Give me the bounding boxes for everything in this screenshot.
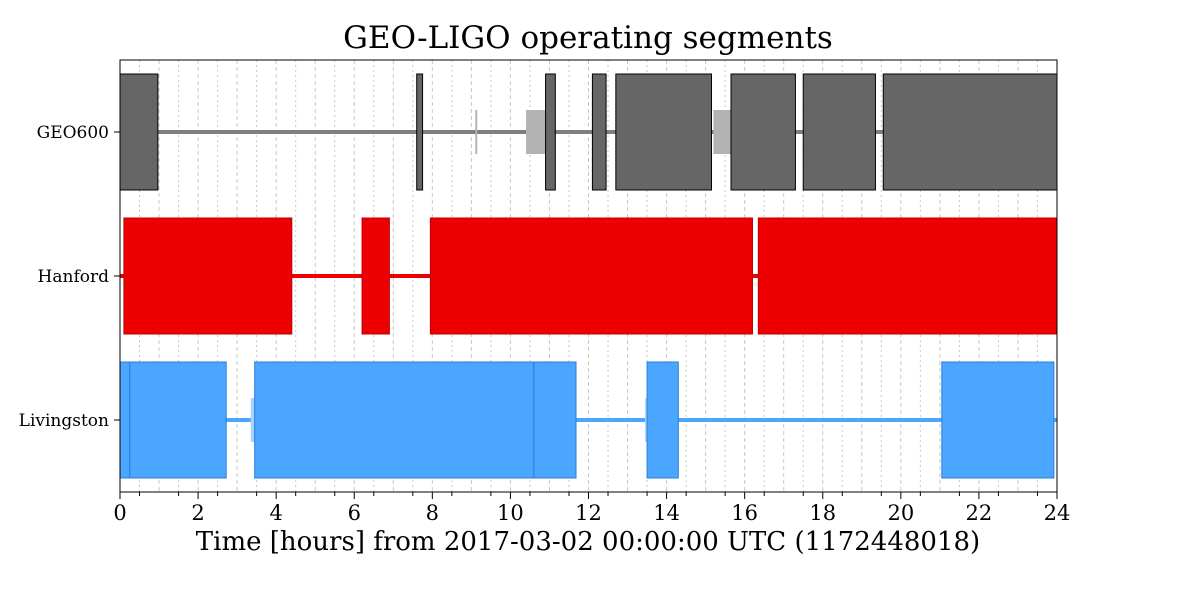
- active-segment: [730, 73, 796, 191]
- active-segment: [591, 73, 607, 191]
- x-tick-label: 0: [113, 501, 126, 525]
- x-tick-label: 22: [966, 501, 993, 525]
- active-segment: [416, 73, 424, 191]
- x-tick-label: 20: [887, 501, 914, 525]
- row-label: Livingston: [19, 411, 109, 431]
- x-axis-label: Time [hours] from 2017-03-02 00:00:00 UT…: [196, 527, 980, 557]
- x-tick-label: 2: [191, 501, 204, 525]
- row-hanford: Hanford: [38, 217, 1058, 335]
- active-segment: [757, 217, 1058, 335]
- active-segment: [119, 361, 131, 479]
- active-segment: [129, 361, 227, 479]
- known-segment: [120, 418, 1057, 422]
- chart-title: GEO-LIGO operating segments: [343, 20, 833, 56]
- x-tick-label: 6: [348, 501, 361, 525]
- active-segment: [646, 361, 679, 479]
- active-segment: [123, 217, 293, 335]
- partial-segment: [250, 398, 255, 442]
- x-tick-label: 4: [269, 501, 282, 525]
- partial-segment: [713, 110, 732, 154]
- x-tick-label: 24: [1044, 501, 1071, 525]
- rows-layer: GEO600 Hanford Livingston: [19, 73, 1058, 479]
- active-segment: [615, 73, 712, 191]
- active-segment: [429, 217, 753, 335]
- active-segment: [533, 361, 577, 479]
- active-segment: [254, 361, 535, 479]
- partial-segment: [526, 110, 546, 154]
- x-tick-label: 10: [497, 501, 524, 525]
- active-segment: [802, 73, 876, 191]
- active-segment: [882, 73, 1058, 191]
- x-tick-label: 12: [575, 501, 602, 525]
- known-segment: [120, 130, 1057, 134]
- x-tick-label: 16: [731, 501, 758, 525]
- active-segment: [361, 217, 390, 335]
- x-tick-label: 18: [809, 501, 836, 525]
- row-livingston: Livingston: [19, 361, 1057, 479]
- active-segment: [941, 361, 1055, 479]
- row-label: GEO600: [37, 123, 109, 143]
- row-geo600: GEO600: [37, 73, 1058, 191]
- partial-segment: [645, 398, 648, 442]
- active-segment: [119, 73, 159, 191]
- x-tick-label: 14: [653, 501, 680, 525]
- active-segment: [545, 73, 556, 191]
- ticks-layer: 0 2 4 6 8 10 12 14 16 18 20 22 24: [113, 492, 1070, 525]
- partial-segment: [475, 110, 478, 154]
- row-label: Hanford: [38, 267, 110, 287]
- x-tick-label: 8: [426, 501, 439, 525]
